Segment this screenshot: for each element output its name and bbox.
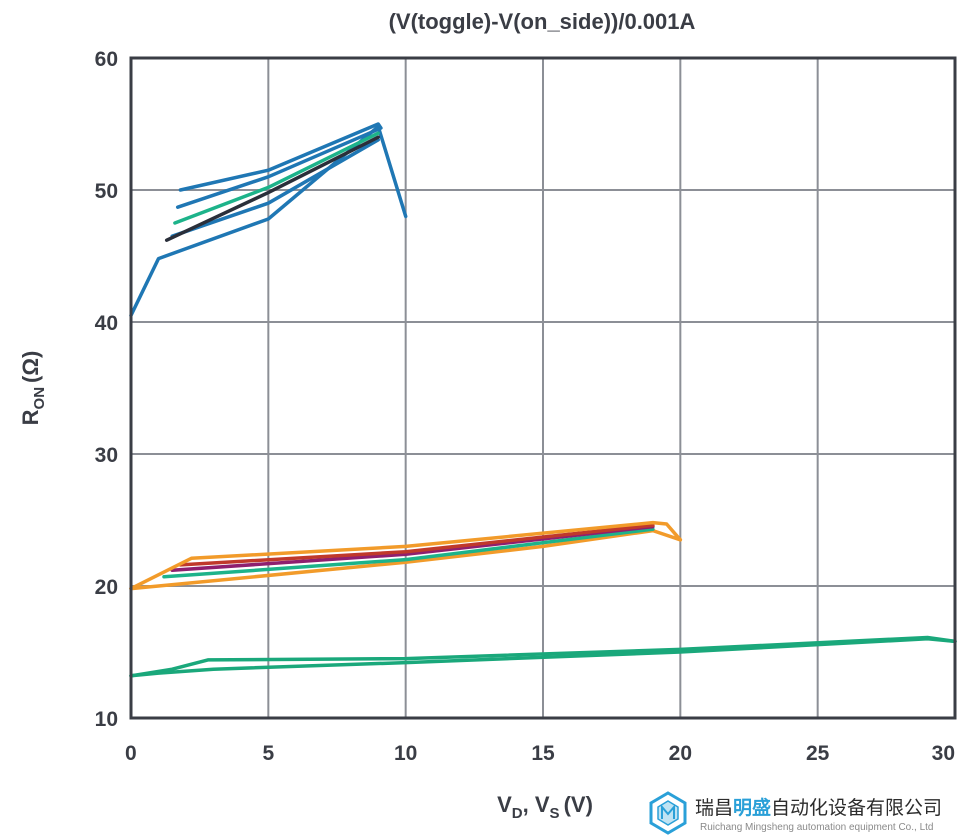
y-axis-label-subscript: ON (31, 387, 48, 410)
x-tick-label: 25 (806, 742, 830, 765)
series-line-4 (173, 131, 380, 225)
x-tick-label: 10 (394, 742, 417, 765)
x-axis-label-subscript-s: S (550, 805, 560, 822)
series-line-5 (175, 127, 380, 209)
watermark-company-name: 瑞昌明盛自动化设备有限公司 (695, 796, 942, 819)
x-tick-label: 5 (262, 742, 274, 765)
y-tick-label: 60 (95, 48, 118, 71)
company-logo-icon (649, 791, 687, 835)
y-tick-label: 40 (95, 312, 118, 335)
watermark-company-name-en: Ruichang Mingsheng automation equipment … (700, 822, 933, 833)
watermark: 瑞昌明盛自动化设备有限公司 Ruichang Mingsheng automat… (649, 791, 942, 835)
x-tick-label: 30 (932, 742, 955, 765)
x-axis-label: VD, VS (V) (497, 792, 593, 822)
series-lines (129, 122, 957, 678)
series-line-10 (178, 523, 655, 567)
y-tick-label: 30 (95, 444, 118, 467)
chart-title: (V(toggle)-V(on_side))/0.001A (389, 9, 696, 34)
x-axis-label-subscript-d: D (512, 805, 523, 822)
y-axis-label: RON(Ω) (18, 351, 48, 426)
series-line-7 (129, 528, 683, 591)
series-line-1 (129, 124, 408, 318)
series-line-13 (129, 635, 957, 678)
plot-frame (129, 56, 957, 720)
series-line-8 (162, 527, 655, 579)
y-tick-labels: 10 20 30 40 50 60 (95, 48, 118, 731)
series-line-3 (164, 135, 380, 242)
x-tick-label: 20 (669, 742, 692, 765)
series-line-6 (178, 122, 383, 192)
gridlines (130, 57, 956, 719)
x-tick-label: 15 (531, 742, 555, 765)
series-line-2 (170, 138, 380, 238)
y-tick-label: 50 (95, 180, 118, 203)
y-tick-label: 20 (95, 576, 118, 599)
series-line-11 (129, 520, 683, 591)
x-tick-label: 0 (125, 742, 137, 765)
y-tick-label: 10 (95, 708, 118, 731)
x-tick-labels: 0 5 10 15 20 25 30 (125, 742, 955, 765)
